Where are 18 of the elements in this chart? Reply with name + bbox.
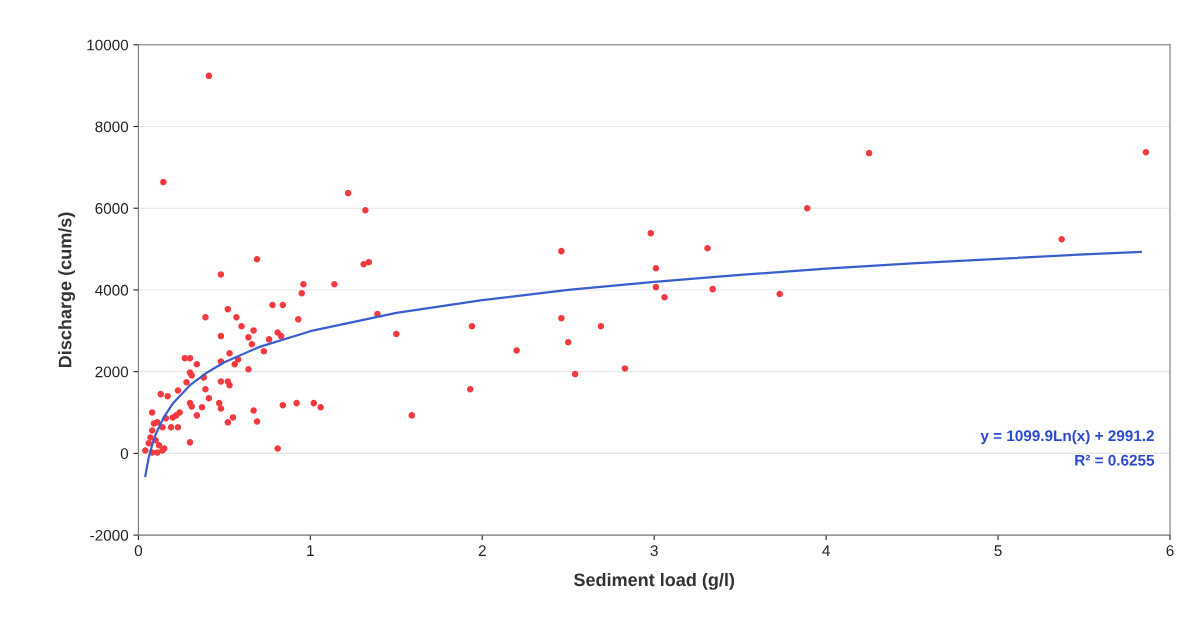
annotation: y = 1099.9Ln(x) + 2991.2 [980,429,1154,445]
x-tick-label: 4 [822,545,830,556]
y-tick-label: 10000 [87,39,129,51]
x-tick-label: 1 [307,545,314,556]
y-tick-label: 2000 [95,366,129,378]
x-tick-label: 3 [650,545,658,557]
x-tick-label: 0 [134,545,143,557]
y-tick-label: -2000 [90,529,129,541]
y-tick-label: 8000 [95,121,129,133]
x-tick-label: 2 [478,545,486,556]
y-axis-title: Discharge (cum/s) [58,212,76,367]
x-tick-label: 6 [1166,545,1174,557]
y-tick-label: 0 [120,448,129,460]
y-tick-label: 6000 [95,203,129,214]
x-axis-title: Sediment load (g/l) [573,572,735,590]
y-tick-label: 4000 [95,284,129,296]
annotation: R² = 0.6255 [1075,454,1155,466]
x-tick-label: 5 [994,545,1002,557]
